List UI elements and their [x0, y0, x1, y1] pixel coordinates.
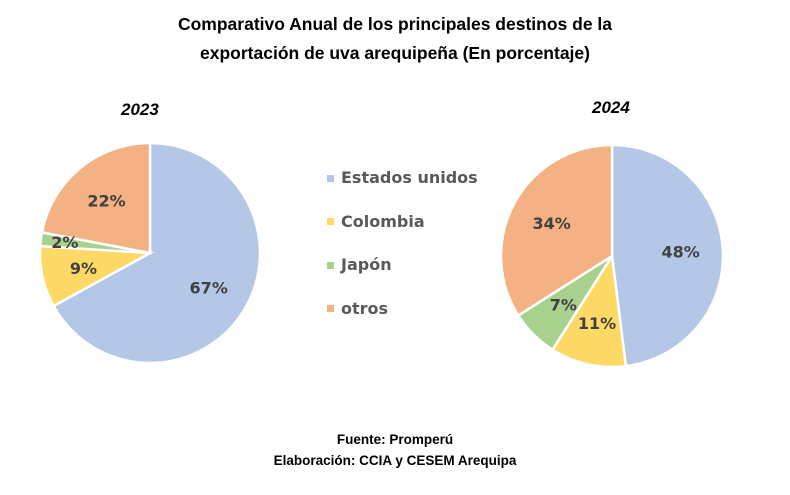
pie-title-2024: 2024	[592, 98, 630, 117]
data-label: 67%	[190, 279, 228, 298]
data-label: 2%	[51, 233, 78, 252]
chart-title: Comparativo Anual de los principales des…	[0, 10, 790, 68]
footer: Fuente: Promperú Elaboración: CCIA y CES…	[0, 429, 790, 471]
data-label: 11%	[578, 314, 616, 333]
legend-swatch	[327, 261, 334, 269]
legend-label: Japón	[341, 255, 392, 275]
legend-item: otros	[327, 280, 478, 339]
legend-label: Colombia	[341, 211, 425, 231]
pie-title-2023: 2023	[121, 100, 159, 119]
data-label: 48%	[662, 243, 700, 262]
elaboration-note: Elaboración: CCIA y CESEM Arequipa	[273, 453, 517, 468]
legend-swatch	[327, 174, 334, 182]
data-label: 7%	[550, 296, 577, 315]
pie-slice-colombia	[550, 252, 628, 369]
legend-label: otros	[341, 298, 389, 318]
source-note: Fuente: Promperú	[336, 432, 454, 447]
data-label: 22%	[87, 191, 125, 210]
legend-swatch	[327, 305, 334, 313]
pie-slice-otros	[499, 143, 614, 318]
pie-slice-estados-unidos	[51, 141, 262, 365]
legend: Estados unidos Colombia Japón otros	[327, 164, 478, 338]
title-line-2: exportación de uva arequipeña (En porcen…	[200, 43, 590, 63]
legend-swatch	[327, 218, 334, 226]
legend-label: Estados unidos	[341, 168, 478, 188]
legend-item: Colombia	[327, 193, 478, 252]
data-label: 9%	[70, 259, 97, 278]
pie-slice-otros	[40, 141, 152, 255]
pie-slice-estados-unidos	[610, 143, 725, 368]
legend-item: Estados unidos	[327, 149, 478, 208]
title-line-1: Comparativo Anual de los principales des…	[177, 14, 613, 34]
legend-item: Japón	[327, 236, 478, 295]
data-label: 34%	[533, 214, 571, 233]
